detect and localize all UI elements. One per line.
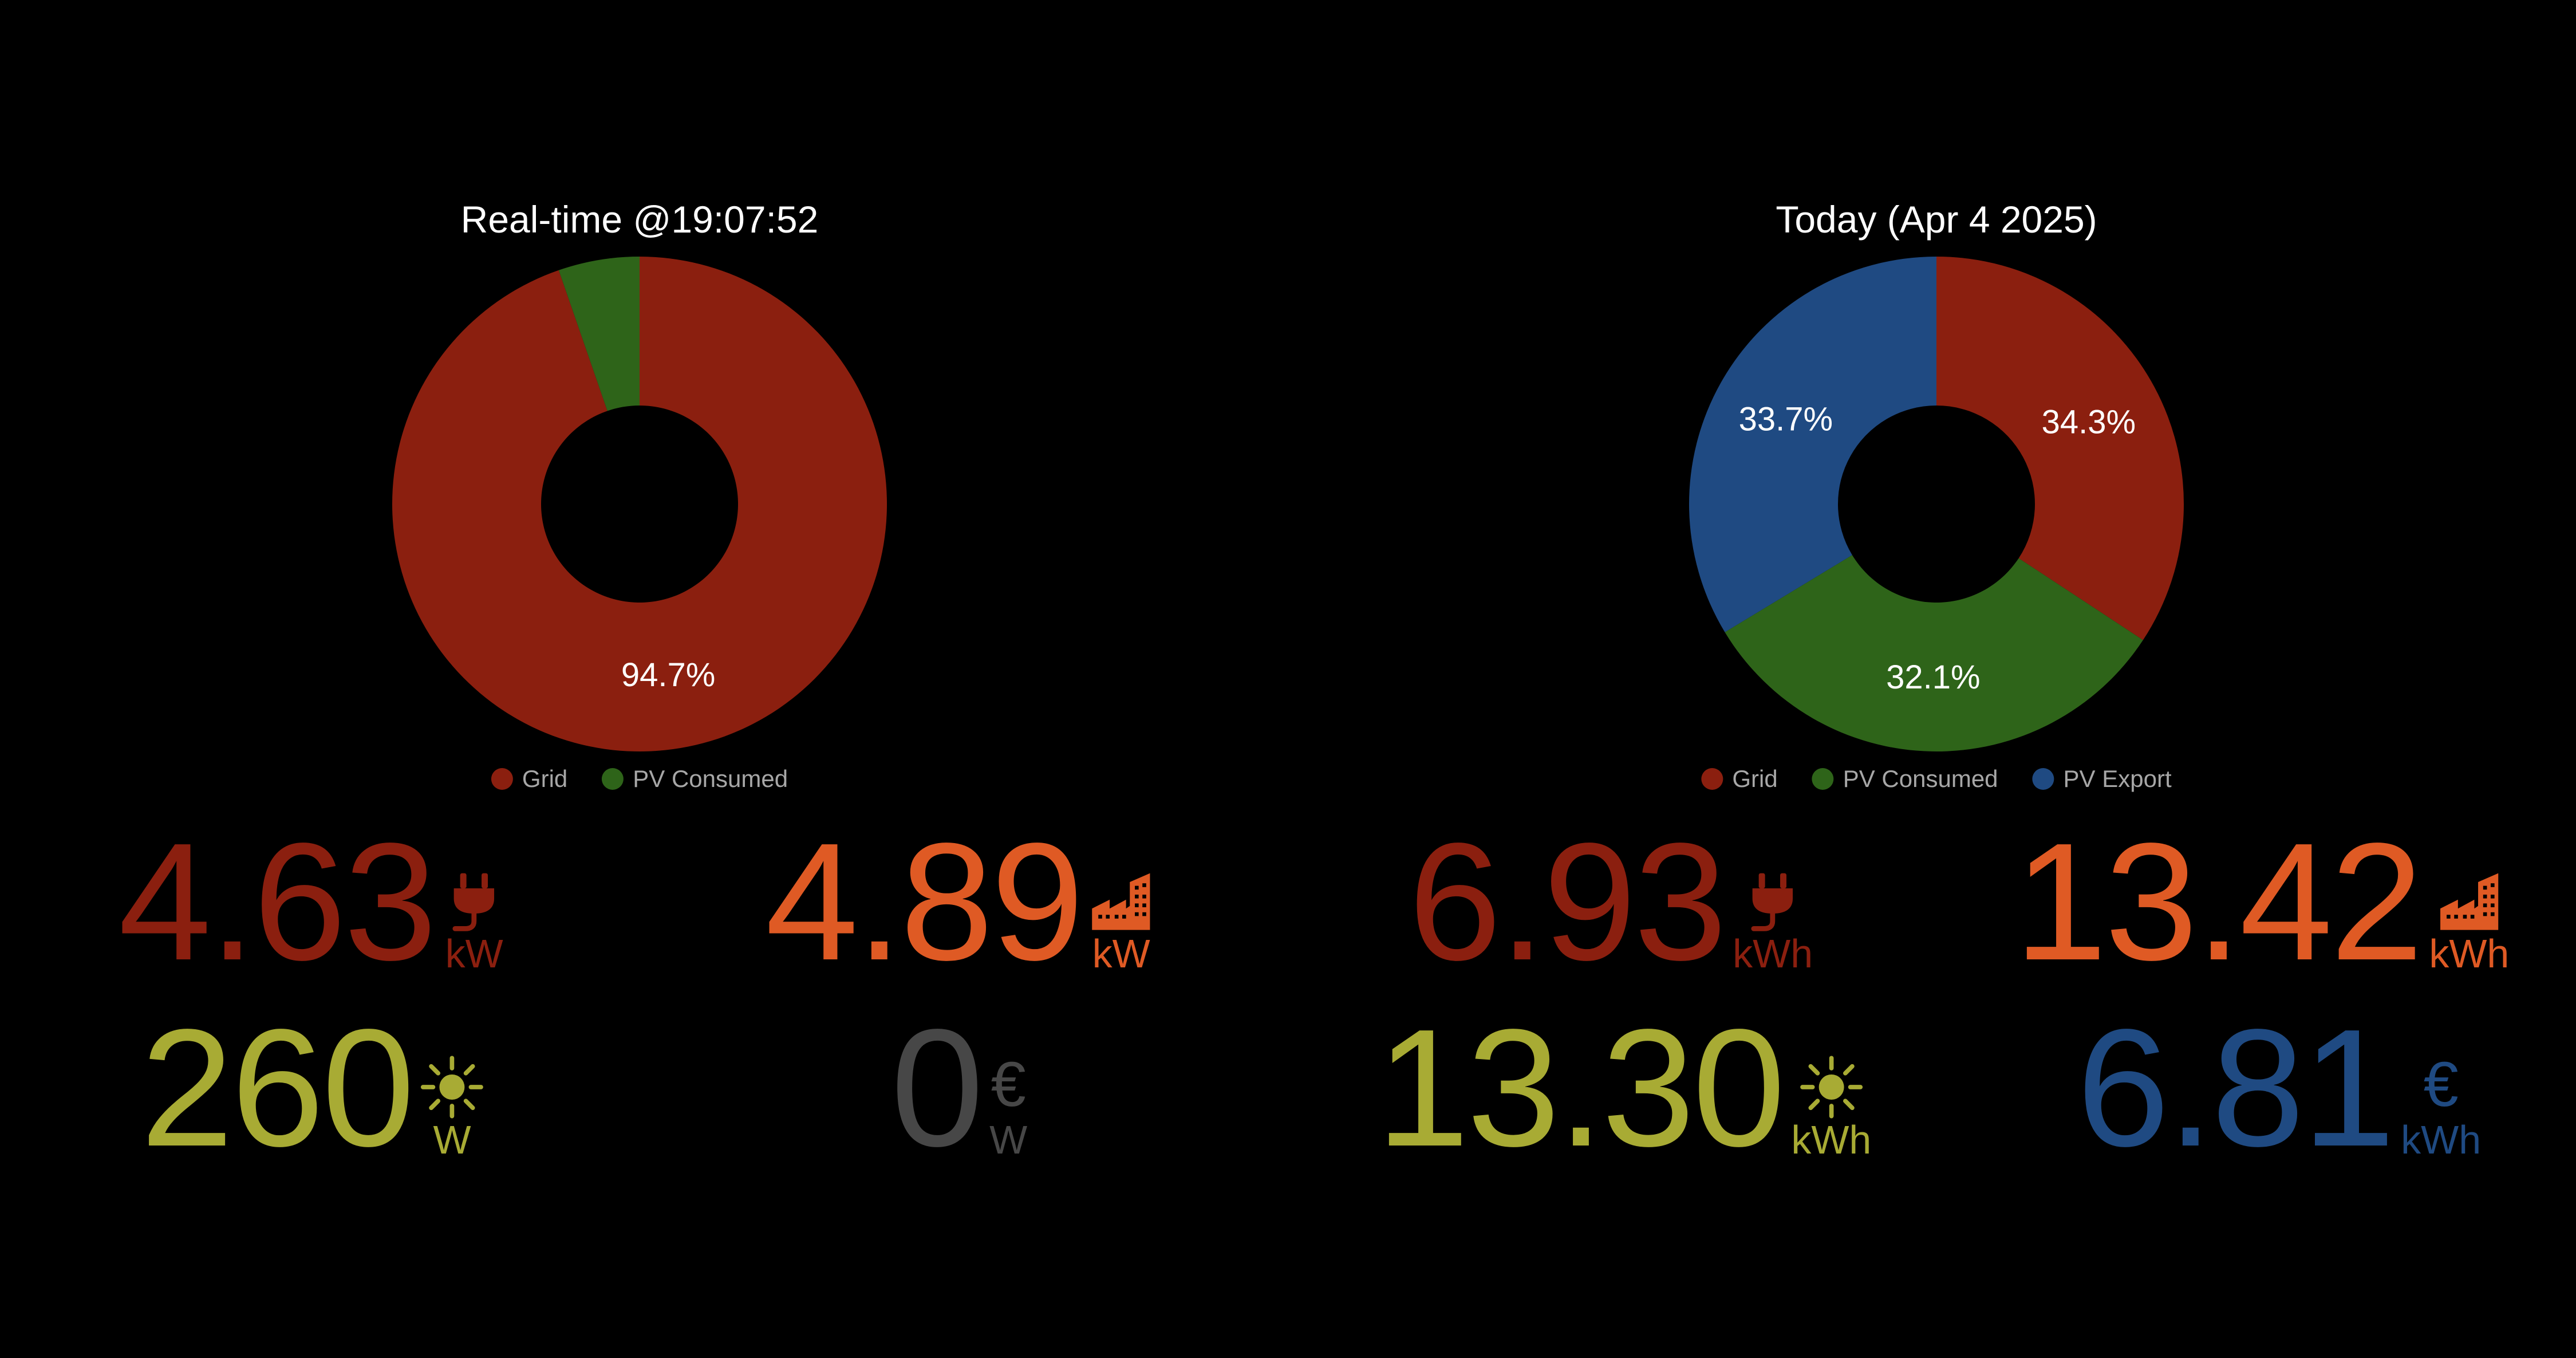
realtime-donut-chart: 94.7% [392, 257, 887, 751]
realtime-solar-value: 260 [140, 994, 415, 1181]
today-grid-value: 6.93 [1408, 808, 1727, 995]
realtime-solar-metric: 260 W [140, 994, 484, 1181]
realtime-legend: Grid PV Consumed [474, 762, 805, 796]
today-consumption-metric: 13.42 kWh [2014, 813, 2510, 985]
legend-label-pv-consumed: PV Consumed [1843, 765, 1998, 792]
realtime-grid-value: 4.63 [118, 808, 437, 995]
legend-dot-pv-consumed [602, 768, 624, 790]
legend-label-pv-export: PV Export [2063, 765, 2172, 792]
slice-label-pv-export: 33.7% [1739, 401, 1833, 438]
realtime-consumption-unit: kW [1092, 931, 1150, 976]
legend-label-grid: Grid [1732, 765, 1778, 792]
today-legend: Grid PV Consumed PV Export [1684, 762, 2188, 796]
today-export-metric: 6.81 € kWh [2077, 999, 2481, 1171]
sun-icon [1800, 1056, 1863, 1119]
legend-item-pv-consumed[interactable]: PV Consumed [602, 765, 788, 793]
slice-pv-export[interactable] [1689, 257, 1936, 632]
realtime-chart-title: Real-time @19:07:52 [460, 198, 819, 241]
legend-label-pv-consumed: PV Consumed [633, 765, 788, 792]
today-solar-metric: 13.30 kWh [1376, 999, 1872, 1171]
legend-label-grid: Grid [522, 765, 568, 792]
building-icon [1092, 873, 1150, 930]
building-icon [2440, 873, 2498, 930]
today-chart-title: Today (Apr 4 2025) [1776, 198, 2097, 241]
legend-item-pv-consumed[interactable]: PV Consumed [1812, 765, 1998, 793]
today-solar-value: 13.30 [1376, 994, 1786, 1181]
today-solar-unit: kWh [1791, 1117, 1872, 1162]
today-consumption-unit: kWh [2429, 931, 2510, 976]
legend-item-grid[interactable]: Grid [491, 765, 567, 793]
today-donut-chart: 34.3% 32.1% 33.7% [1689, 257, 2184, 751]
legend-dot-pv-export [2032, 768, 2054, 790]
slice-grid[interactable] [1936, 257, 2184, 640]
slice-label-pv-consumed: 32.1% [1886, 659, 1980, 696]
realtime-grid-metric: 4.63 kW [119, 813, 506, 985]
legend-dot-pv-consumed [1812, 768, 1834, 790]
realtime-consumption-metric: 4.89 kW [766, 813, 1153, 985]
legend-dot-grid [491, 768, 513, 790]
realtime-export-value: 0 [890, 994, 984, 1181]
legend-dot-grid [1701, 768, 1723, 790]
legend-item-grid[interactable]: Grid [1701, 765, 1778, 793]
slice-pv-consumed[interactable] [558, 257, 640, 411]
realtime-consumption-value: 4.89 [765, 808, 1084, 995]
slice-pv-consumed[interactable] [1725, 555, 2143, 751]
today-export-unit: kWh [2401, 1117, 2482, 1162]
today-panel: Today (Apr 4 2025) 34.3% 32.1% 33.7% Grid … [1288, 0, 2575, 1358]
plug-icon [1751, 873, 1793, 931]
realtime-solar-unit: W [433, 1117, 471, 1162]
realtime-export-metric: 0 € W [891, 999, 1027, 1171]
realtime-panel: Real-time @19:07:52 94.7% Grid PV Consum… [119, 198, 1153, 1181]
today-grid-metric: 6.93 kWh [1409, 813, 1813, 985]
realtime-export-unit: W [989, 1117, 1028, 1162]
plug-icon [452, 873, 495, 931]
realtime-grid-unit: kW [445, 931, 503, 976]
sun-icon [421, 1056, 484, 1119]
today-consumption-value: 13.42 [2014, 808, 2424, 995]
today-grid-unit: kWh [1733, 931, 1813, 976]
slice-grid[interactable] [392, 257, 887, 751]
euro-icon: € [2423, 1049, 2459, 1120]
today-export-value: 6.81 [2076, 994, 2395, 1181]
slice-label-grid: 34.3% [2042, 404, 2136, 441]
euro-icon: € [991, 1049, 1026, 1120]
slice-label-grid: 94.7% [621, 656, 715, 694]
legend-item-pv-export[interactable]: PV Export [2032, 765, 2172, 793]
